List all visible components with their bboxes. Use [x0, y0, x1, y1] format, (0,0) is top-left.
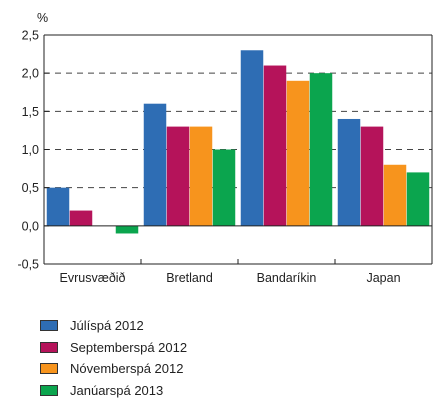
bar-1-3 — [240, 50, 264, 226]
legend-label: Nóvemberspá 2012 — [70, 361, 184, 377]
y-unit-label: % — [37, 11, 48, 25]
bar-1-4 — [337, 118, 361, 226]
bar-4-3 — [309, 73, 333, 226]
bar-2-2 — [166, 126, 190, 226]
legend-label: Septemberspá 2012 — [70, 339, 188, 355]
bar-3-3 — [286, 80, 310, 226]
y-tick-label: 1,5 — [22, 105, 39, 119]
y-tick-label: 2,5 — [22, 29, 39, 43]
bar-chart: % -0,5 0,0 0,5 1,0 1,5 2,0 2,5 Evrusvæðið Bretl… — [17, 11, 433, 285]
bar-2-3 — [263, 65, 287, 226]
bar-4-4 — [406, 172, 430, 226]
bar-4-1 — [115, 225, 139, 234]
legend: Júlíspá 2012 Septemberspá 2012 Nóvemberspá… — [40, 315, 187, 401]
axes — [43, 34, 433, 265]
legend-label: Janúarspá 2013 — [70, 382, 164, 398]
bar-4-2 — [212, 149, 236, 226]
category-label: Japan — [366, 271, 400, 285]
bar-3-4 — [383, 164, 407, 226]
legend-swatch — [40, 384, 58, 396]
bars — [46, 50, 430, 234]
bar-1-1 — [46, 187, 70, 226]
bar-1-2 — [143, 103, 167, 226]
y-tick-label: 2,0 — [22, 67, 39, 81]
legend-swatch — [40, 341, 58, 353]
category-label: Bretland — [166, 271, 213, 285]
legend-swatch — [40, 363, 58, 375]
legend-item: Júlíspá 2012 — [40, 315, 187, 337]
legend-item: Nóvemberspá 2012 — [40, 358, 187, 380]
category-label: Evrusvæðið — [60, 271, 126, 285]
bar-2-1 — [69, 210, 93, 226]
category-label: Bandaríkin — [257, 271, 317, 285]
y-tick-label: -0,5 — [17, 258, 39, 272]
y-tick-label: 0,5 — [22, 181, 39, 195]
bar-3-2 — [189, 126, 213, 226]
legend-swatch — [40, 320, 58, 332]
y-tick-label: 1,0 — [22, 143, 39, 157]
legend-label: Júlíspá 2012 — [70, 318, 144, 334]
category-labels: Evrusvæðið Bretland Bandaríkin Japan — [60, 271, 401, 285]
y-tick-label: 0,0 — [22, 219, 39, 233]
y-tick-labels: -0,5 0,0 0,5 1,0 1,5 2,0 2,5 — [17, 29, 39, 272]
bar-2-4 — [360, 126, 384, 226]
legend-item: Septemberspá 2012 — [40, 337, 187, 359]
legend-item: Janúarspá 2013 — [40, 380, 187, 402]
